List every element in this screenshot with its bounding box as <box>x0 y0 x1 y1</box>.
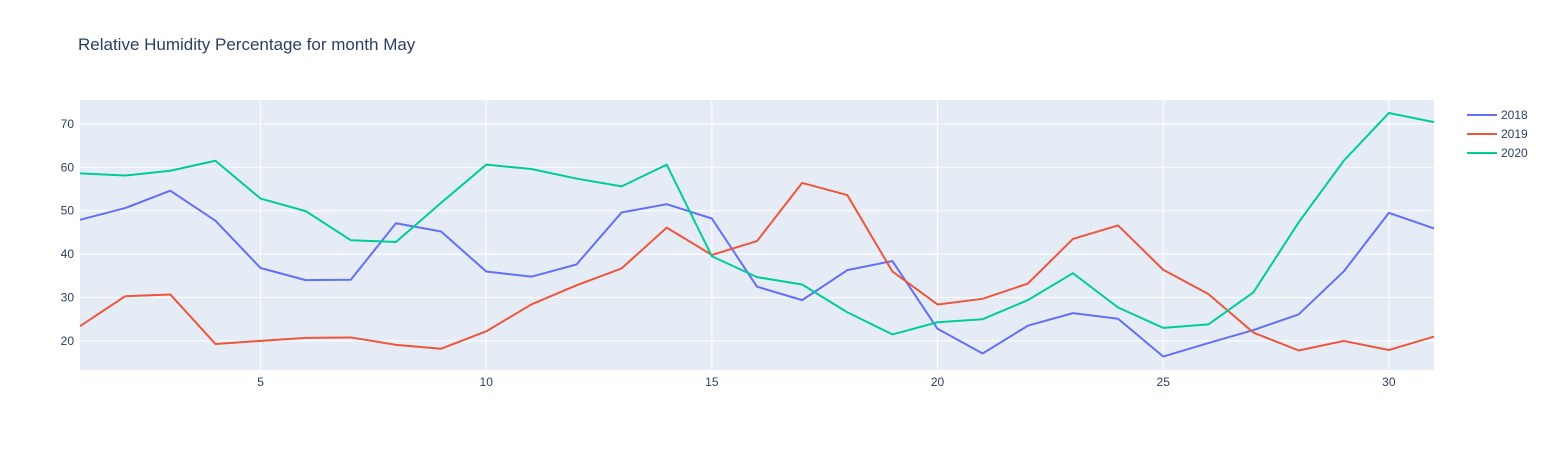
y-tick-label: 40 <box>61 247 75 261</box>
legend-item-2018[interactable]: 2018 <box>1467 108 1528 122</box>
x-tick-label: 20 <box>931 375 945 389</box>
legend[interactable]: 2018 2019 2020 <box>1467 108 1528 160</box>
gridlines <box>80 100 1434 370</box>
series-line-2019 <box>79 181 1435 352</box>
chart-title: Relative Humidity Percentage for month M… <box>78 35 416 54</box>
y-tick-label: 20 <box>61 334 75 348</box>
series-line-2020 <box>79 112 1435 336</box>
y-axis-ticks: 20 30 40 50 60 70 <box>61 117 75 348</box>
y-tick-label: 50 <box>61 204 75 218</box>
series-line-2018 <box>79 189 1435 358</box>
legend-label: 2018 <box>1501 108 1528 122</box>
x-tick-label: 25 <box>1157 375 1171 389</box>
y-tick-label: 30 <box>61 291 75 305</box>
plot-area <box>80 100 1434 370</box>
x-tick-label: 15 <box>705 375 719 389</box>
x-tick-label: 5 <box>257 375 264 389</box>
x-tick-label: 10 <box>480 375 494 389</box>
legend-item-2019[interactable]: 2019 <box>1467 127 1528 141</box>
y-tick-label: 70 <box>61 117 75 131</box>
legend-label: 2020 <box>1501 146 1528 160</box>
series-lines <box>79 112 1435 358</box>
x-axis-ticks: 5 10 15 20 25 30 <box>257 375 1396 389</box>
y-tick-label: 60 <box>61 160 75 174</box>
legend-item-2020[interactable]: 2020 <box>1467 146 1528 160</box>
x-tick-label: 30 <box>1382 375 1396 389</box>
legend-label: 2019 <box>1501 127 1528 141</box>
